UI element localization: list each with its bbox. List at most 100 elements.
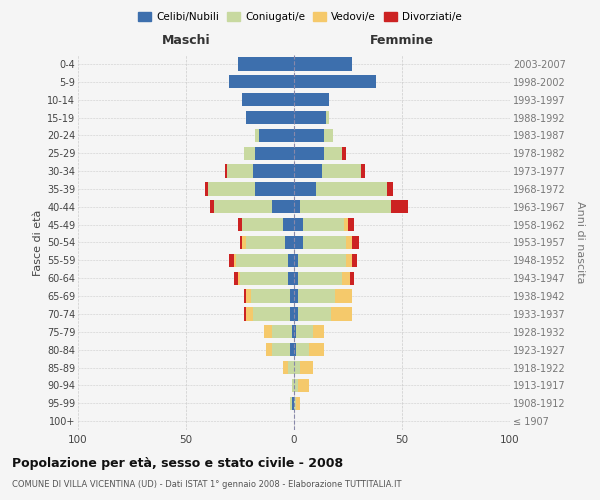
Bar bbox=[272, 343, 294, 356]
Bar bbox=[294, 57, 352, 70]
Bar bbox=[294, 128, 333, 142]
Bar bbox=[244, 290, 294, 303]
Bar bbox=[294, 290, 298, 303]
Bar bbox=[259, 128, 294, 142]
Bar bbox=[294, 146, 341, 160]
Bar bbox=[294, 111, 329, 124]
Bar bbox=[294, 378, 298, 392]
Bar bbox=[287, 361, 294, 374]
Bar bbox=[238, 218, 294, 232]
Text: Femmine: Femmine bbox=[370, 34, 434, 48]
Bar bbox=[294, 343, 324, 356]
Bar bbox=[294, 75, 376, 88]
Bar bbox=[294, 75, 376, 88]
Bar bbox=[229, 75, 294, 88]
Bar bbox=[208, 182, 294, 196]
Bar bbox=[294, 57, 352, 70]
Bar bbox=[283, 361, 294, 374]
Bar bbox=[229, 254, 294, 267]
Bar bbox=[255, 146, 294, 160]
Bar bbox=[238, 57, 294, 70]
Text: Maschi: Maschi bbox=[161, 34, 211, 48]
Bar bbox=[229, 75, 294, 88]
Bar bbox=[294, 93, 329, 106]
Y-axis label: Anni di nascita: Anni di nascita bbox=[575, 201, 585, 284]
Bar bbox=[294, 236, 302, 249]
Bar bbox=[294, 307, 331, 320]
Bar bbox=[229, 75, 294, 88]
Bar bbox=[283, 218, 294, 232]
Bar bbox=[294, 111, 326, 124]
Bar bbox=[255, 182, 294, 196]
Bar bbox=[294, 200, 391, 213]
Bar bbox=[290, 396, 294, 410]
Bar bbox=[266, 343, 294, 356]
Bar bbox=[294, 218, 348, 232]
Bar bbox=[238, 57, 294, 70]
Bar bbox=[294, 164, 322, 178]
Bar bbox=[294, 236, 346, 249]
Bar bbox=[287, 254, 294, 267]
Text: COMUNE DI VILLA VICENTINA (UD) - Dati ISTAT 1° gennaio 2008 - Elaborazione TUTTI: COMUNE DI VILLA VICENTINA (UD) - Dati IS… bbox=[12, 480, 401, 489]
Bar bbox=[292, 378, 294, 392]
Bar bbox=[294, 236, 359, 249]
Bar bbox=[290, 396, 294, 410]
Bar bbox=[294, 307, 352, 320]
Bar bbox=[240, 272, 294, 285]
Bar bbox=[294, 307, 352, 320]
Bar bbox=[214, 200, 294, 213]
Bar bbox=[294, 396, 296, 410]
Bar bbox=[294, 75, 376, 88]
Bar bbox=[294, 218, 302, 232]
Bar bbox=[244, 307, 294, 320]
Bar bbox=[294, 343, 296, 356]
Bar bbox=[294, 272, 298, 285]
Bar bbox=[292, 378, 294, 392]
Bar bbox=[294, 272, 341, 285]
Bar bbox=[244, 146, 294, 160]
Bar bbox=[227, 164, 294, 178]
Bar bbox=[287, 272, 294, 285]
Bar bbox=[242, 93, 294, 106]
Bar bbox=[294, 290, 352, 303]
Bar bbox=[255, 128, 294, 142]
Bar bbox=[240, 236, 294, 249]
Bar bbox=[294, 361, 301, 374]
Bar bbox=[233, 254, 294, 267]
Bar bbox=[290, 307, 294, 320]
Bar bbox=[242, 93, 294, 106]
Bar bbox=[247, 290, 294, 303]
Bar bbox=[233, 272, 294, 285]
Bar bbox=[238, 272, 294, 285]
Bar bbox=[294, 128, 333, 142]
Bar bbox=[294, 290, 352, 303]
Bar bbox=[294, 343, 309, 356]
Bar bbox=[247, 111, 294, 124]
Bar bbox=[294, 218, 355, 232]
Bar bbox=[242, 236, 294, 249]
Bar bbox=[294, 182, 316, 196]
Bar bbox=[294, 146, 341, 160]
Bar bbox=[294, 218, 344, 232]
Bar bbox=[294, 254, 352, 267]
Bar bbox=[294, 254, 346, 267]
Bar bbox=[294, 146, 324, 160]
Bar bbox=[294, 111, 329, 124]
Bar bbox=[242, 93, 294, 106]
Bar bbox=[294, 93, 329, 106]
Bar bbox=[266, 343, 294, 356]
Bar bbox=[294, 236, 352, 249]
Bar bbox=[294, 343, 324, 356]
Bar bbox=[251, 290, 294, 303]
Bar bbox=[294, 128, 333, 142]
Bar bbox=[253, 164, 294, 178]
Bar bbox=[247, 307, 294, 320]
Bar bbox=[210, 200, 294, 213]
Bar bbox=[290, 343, 294, 356]
Bar bbox=[294, 200, 301, 213]
Bar bbox=[294, 200, 391, 213]
Bar bbox=[247, 111, 294, 124]
Bar bbox=[255, 128, 294, 142]
Bar bbox=[238, 57, 294, 70]
Bar bbox=[255, 128, 294, 142]
